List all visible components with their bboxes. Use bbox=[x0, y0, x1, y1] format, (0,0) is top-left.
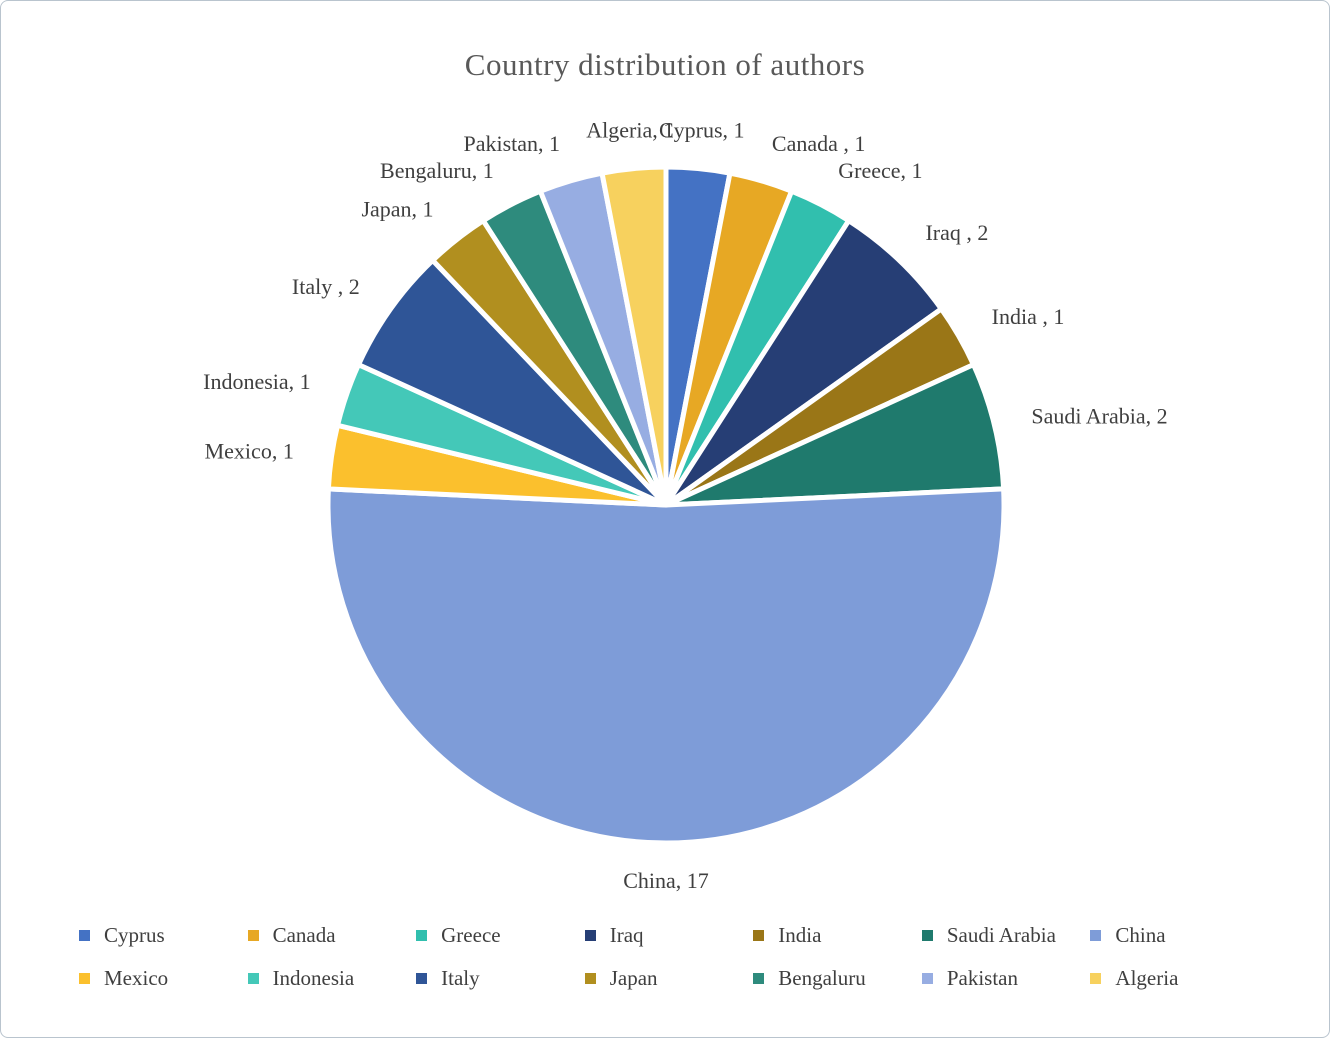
legend-label-india: India bbox=[778, 923, 822, 947]
legend-label-japan: Japan bbox=[609, 966, 658, 990]
data-label-bengaluru: Bengaluru, 1 bbox=[380, 158, 494, 183]
data-label-algeria: Algeria, 1 bbox=[586, 118, 674, 143]
legend-label-iraq: Iraq bbox=[609, 923, 644, 947]
legend-swatch-india bbox=[753, 930, 765, 941]
legend-label-saudi-arabia: Saudi Arabia bbox=[946, 923, 1056, 947]
data-label-italy: Italy , 2 bbox=[292, 274, 360, 299]
data-label-canada: Canada , 1 bbox=[772, 131, 865, 156]
legend-label-bengaluru: Bengaluru bbox=[778, 966, 866, 990]
legend-swatch-mexico bbox=[79, 973, 90, 984]
legend-item-greece[interactable]: Greece bbox=[416, 923, 577, 948]
legend-label-italy: Italy bbox=[441, 966, 480, 990]
legend-label-pakistan: Pakistan bbox=[946, 966, 1019, 990]
legend-swatch-algeria bbox=[1090, 973, 1102, 984]
legend-label-mexico: Mexico bbox=[104, 966, 169, 990]
legend-swatch-japan bbox=[584, 973, 596, 984]
legend-item-china[interactable]: China bbox=[1090, 923, 1251, 948]
legend-item-saudi-arabia[interactable]: Saudi Arabia bbox=[921, 923, 1083, 948]
data-label-mexico: Mexico, 1 bbox=[205, 438, 294, 463]
data-label-japan: Japan, 1 bbox=[361, 196, 433, 221]
legend-swatch-iraq bbox=[584, 930, 596, 941]
legend-swatch-indonesia bbox=[247, 973, 259, 984]
legend-item-mexico[interactable]: Mexico bbox=[79, 966, 240, 991]
data-label-china: China, 17 bbox=[623, 868, 709, 893]
data-label-saudi-arabia: Saudi Arabia, 2 bbox=[1031, 403, 1167, 428]
legend-label-algeria: Algeria bbox=[1115, 966, 1179, 990]
legend-label-china: China bbox=[1115, 923, 1166, 947]
legend-label-canada: Canada bbox=[272, 923, 336, 947]
legend-swatch-china bbox=[1090, 930, 1102, 941]
pie-slice-algeria[interactable] bbox=[599, 164, 669, 508]
data-label-cyprus: Cyprus, 1 bbox=[659, 118, 745, 143]
legend-item-cyprus[interactable]: Cyprus bbox=[79, 923, 240, 948]
pie-slice-china[interactable] bbox=[325, 486, 1007, 846]
data-label-india: India , 1 bbox=[992, 304, 1065, 329]
legend-swatch-bengaluru bbox=[753, 973, 765, 984]
legend-swatch-cyprus bbox=[79, 930, 90, 941]
legend-item-bengaluru[interactable]: Bengaluru bbox=[753, 966, 914, 991]
legend-item-pakistan[interactable]: Pakistan bbox=[921, 966, 1083, 991]
chart-title: Country distribution of authors bbox=[464, 47, 866, 82]
data-label-greece: Greece, 1 bbox=[838, 158, 922, 183]
data-label-indonesia: Indonesia, 1 bbox=[203, 369, 311, 394]
legend-item-italy[interactable]: Italy bbox=[416, 966, 577, 991]
legend-label-indonesia: Indonesia bbox=[272, 966, 355, 990]
legend-item-algeria[interactable]: Algeria bbox=[1090, 966, 1251, 991]
legend-swatch-pakistan bbox=[921, 973, 933, 984]
legend-label-cyprus: Cyprus bbox=[104, 923, 165, 947]
legend-swatch-greece bbox=[416, 930, 428, 941]
data-label-iraq: Iraq , 2 bbox=[925, 220, 988, 245]
legend-swatch-italy bbox=[416, 973, 428, 984]
legend-item-indonesia[interactable]: Indonesia bbox=[247, 966, 409, 991]
legend-item-india[interactable]: India bbox=[753, 923, 914, 948]
legend-item-canada[interactable]: Canada bbox=[247, 923, 409, 948]
legend-item-japan[interactable]: Japan bbox=[584, 966, 746, 991]
legend-item-iraq[interactable]: Iraq bbox=[584, 923, 746, 948]
legend-swatch-canada bbox=[247, 930, 259, 941]
legend-label-greece: Greece bbox=[441, 923, 501, 947]
legend: Cyprus Canada Greece Iraq India Saudi Arabia C… bbox=[79, 923, 1251, 991]
legend-swatch-saudi-arabia bbox=[921, 930, 933, 941]
data-label-pakistan: Pakistan, 1 bbox=[464, 131, 561, 156]
